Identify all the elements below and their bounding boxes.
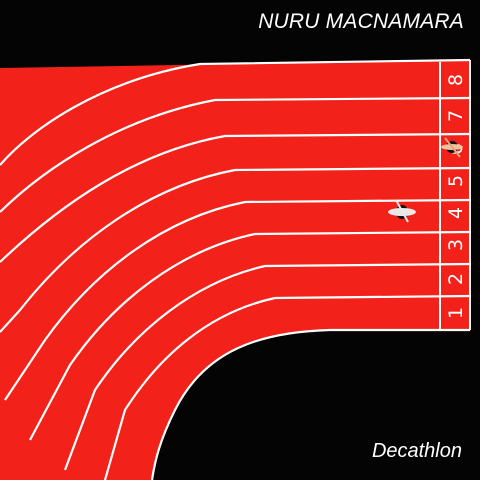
runner-figure [441, 137, 463, 158]
lane-number: 3 [445, 239, 467, 251]
finish-line [439, 60, 471, 330]
lane-number: 5 [445, 175, 467, 187]
track-surface [0, 60, 470, 480]
lane-lines [0, 58, 471, 480]
lane-number: 2 [445, 273, 467, 285]
runner-figure [388, 199, 416, 223]
lane-number-group: 12345678 [445, 74, 467, 319]
lane-number: 4 [445, 207, 467, 219]
artist-name: NURU MACNAMARA [258, 10, 464, 33]
album-title: Decathlon [371, 440, 462, 462]
lane-number: 7 [445, 110, 467, 122]
lane-number: 1 [445, 307, 467, 319]
lane-number: 8 [445, 74, 467, 86]
